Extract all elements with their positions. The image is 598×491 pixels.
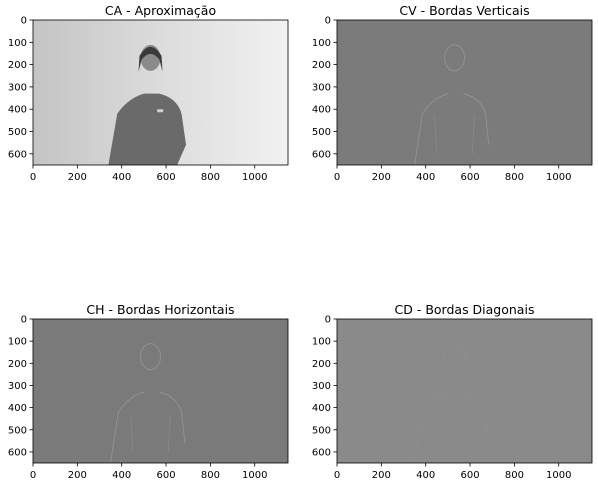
panel-cv: CV - Bordas Verticais 0 200 400 600 800 1000 0 1… <box>312 3 593 183</box>
y-tick-label: 300 <box>8 381 27 392</box>
y-tick-label: 500 <box>8 127 27 138</box>
panel-title: CH - Bordas Horizontais <box>86 302 234 317</box>
axes-frame <box>336 318 593 464</box>
x-tick-label: 1000 <box>242 172 267 183</box>
y-tick-label: 200 <box>8 60 27 71</box>
panel-ca: CA - Aproximação 0 200 400 600 800 1000 0 100 200… <box>8 3 289 183</box>
image-cv <box>337 20 592 165</box>
x-tick-label: 1000 <box>242 470 267 481</box>
edge-head <box>444 343 466 371</box>
edge-head <box>140 343 162 371</box>
y-tick-label: 500 <box>312 425 331 436</box>
y-tick-label: 600 <box>312 149 331 160</box>
x-tick-label: 1000 <box>546 172 571 183</box>
x-tick-label: 0 <box>334 470 340 481</box>
y-tick-label: 100 <box>8 337 27 348</box>
edge-head <box>444 44 466 72</box>
y-tick-label: 0 <box>325 16 331 27</box>
edge-arms <box>130 414 171 452</box>
logo-mark <box>157 109 164 113</box>
y-tick-label: 0 <box>21 315 27 326</box>
x-tick-label: 200 <box>68 470 87 481</box>
x-tick-label: 0 <box>30 172 36 183</box>
y-tick-label: 100 <box>8 38 27 49</box>
y-tick-label: 0 <box>325 315 331 326</box>
x-tick-label: 800 <box>201 470 220 481</box>
x-tick-label: 0 <box>30 470 36 481</box>
image-cd <box>337 319 592 463</box>
x-tick-label: 800 <box>201 172 220 183</box>
axes-frame <box>32 19 289 166</box>
x-tick-label: 800 <box>505 470 524 481</box>
y-tick-label: 300 <box>8 82 27 93</box>
person-hair <box>138 46 163 72</box>
y-tick-label: 300 <box>312 82 331 93</box>
y-tick-label: 600 <box>312 447 331 458</box>
x-tick-label: 1000 <box>546 470 571 481</box>
y-tick-label: 300 <box>312 381 331 392</box>
x-tick-label: 200 <box>68 172 87 183</box>
y-tick-label: 100 <box>312 337 331 348</box>
x-tick-label: 200 <box>372 172 391 183</box>
y-tick-label: 200 <box>8 359 27 370</box>
y-tick-label: 600 <box>8 149 27 160</box>
y-tick-label: 400 <box>8 105 27 116</box>
panel-title: CV - Bordas Verticais <box>399 3 529 18</box>
y-tick-label: 500 <box>312 127 331 138</box>
edge-outline <box>414 93 490 166</box>
x-tick-label: 400 <box>112 172 131 183</box>
person-body <box>108 93 186 165</box>
y-tick-label: 200 <box>312 359 331 370</box>
panel-cd: CD - Bordas Diagonais 0 200 400 600 800 1000 0 1… <box>312 302 593 481</box>
panel-title: CA - Aproximação <box>105 3 216 18</box>
y-tick-label: 400 <box>312 403 331 414</box>
edge-arms <box>434 115 475 154</box>
y-tick-label: 100 <box>312 38 331 49</box>
axes-frame <box>32 318 289 464</box>
y-tick-label: 600 <box>8 447 27 458</box>
y-tick-label: 200 <box>312 60 331 71</box>
y-tick-label: 400 <box>8 403 27 414</box>
panel-title: CD - Bordas Diagonais <box>395 302 535 317</box>
edge-outline <box>414 391 490 464</box>
y-tick-label: 400 <box>312 105 331 116</box>
x-tick-label: 600 <box>460 172 479 183</box>
image-ch <box>33 319 288 463</box>
axes-frame <box>336 19 593 166</box>
x-tick-label: 400 <box>112 470 131 481</box>
x-tick-label: 600 <box>460 470 479 481</box>
x-tick-label: 600 <box>156 470 175 481</box>
x-tick-label: 600 <box>156 172 175 183</box>
x-tick-label: 400 <box>416 470 435 481</box>
y-tick-label: 0 <box>21 16 27 27</box>
y-tick-label: 500 <box>8 425 27 436</box>
x-tick-label: 800 <box>505 172 524 183</box>
x-tick-label: 0 <box>334 172 340 183</box>
edge-arms <box>434 414 475 452</box>
x-tick-label: 400 <box>416 172 435 183</box>
edge-outline <box>110 391 186 464</box>
x-tick-label: 200 <box>372 470 391 481</box>
